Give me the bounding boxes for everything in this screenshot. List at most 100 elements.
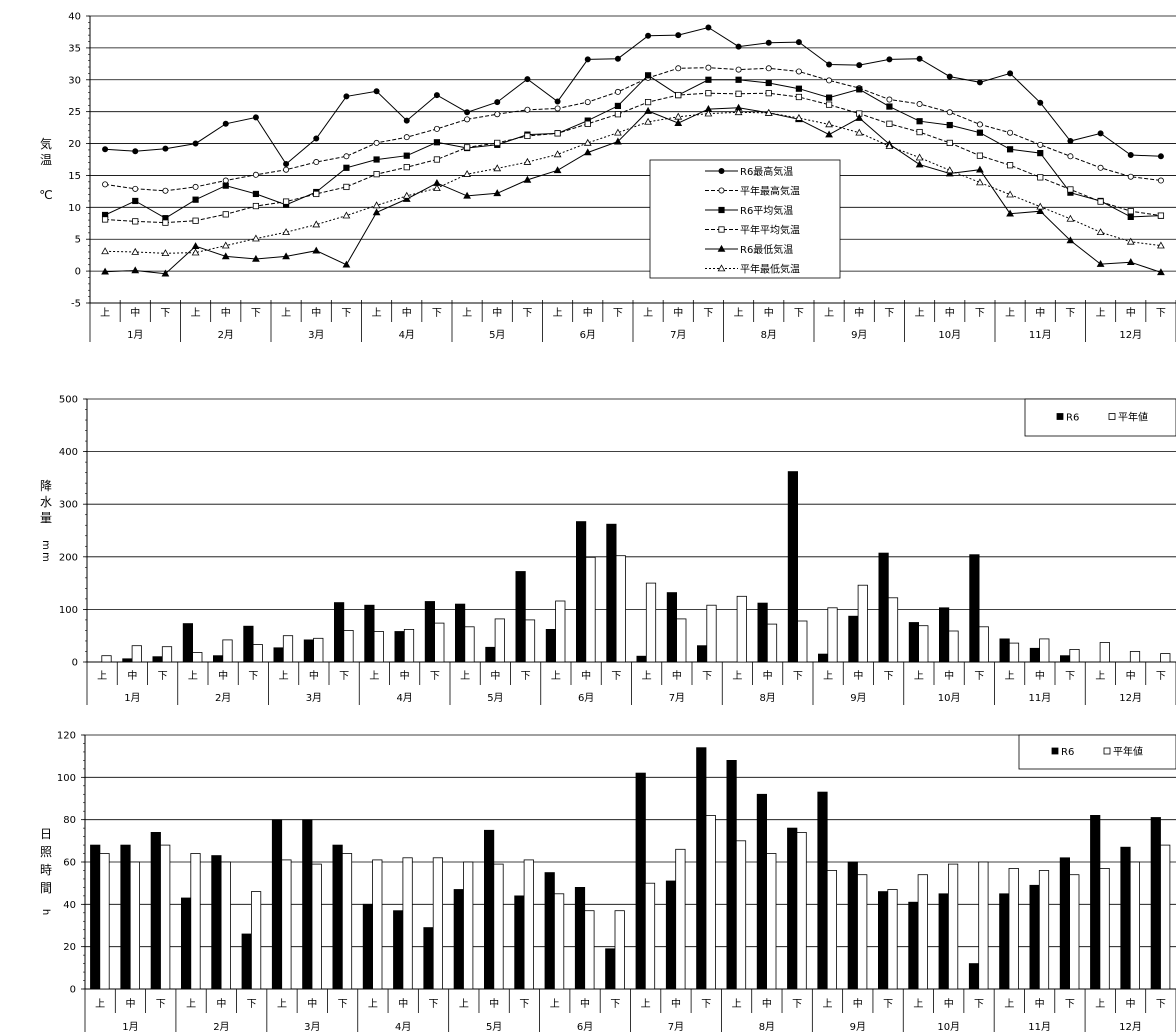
sunshine-bar-1-32 xyxy=(1069,874,1080,990)
sunshine-bar-1-21 xyxy=(735,840,747,990)
sunshine-dekad-label: 上 xyxy=(459,998,469,1010)
temp-ylabel-char: 温 xyxy=(40,153,52,167)
sunshine-bar-1-28 xyxy=(948,863,959,990)
precip-bar-0-25 xyxy=(848,615,859,663)
sunshine-bar-0-6 xyxy=(271,819,283,990)
temp-dekad-label: 中 xyxy=(764,306,774,319)
sunshine-dekad-label: 下 xyxy=(883,999,893,1010)
temp-dekad-label: 上 xyxy=(372,307,382,319)
temp-point-0-7 xyxy=(313,135,320,142)
sunshine-dekad-label: 中 xyxy=(853,997,863,1010)
precip-bar-0-32 xyxy=(1060,655,1071,663)
temp-point-3-33 xyxy=(1097,198,1104,205)
temp-point-5-30 xyxy=(1006,190,1014,198)
sunshine-bar-1-12 xyxy=(463,861,474,990)
temp-point-2-26 xyxy=(886,103,893,110)
temp-point-3-19 xyxy=(675,91,682,99)
sunshine-legend-swatch xyxy=(1103,747,1111,755)
temp-dekad-label: 上 xyxy=(100,307,110,319)
precip-dekad-label: 下 xyxy=(521,671,531,682)
precip-legend-swatch xyxy=(1108,413,1116,420)
precip-ylabel-char: 降 xyxy=(40,479,52,493)
temp-point-2-10 xyxy=(403,152,410,159)
temp-point-5-35 xyxy=(1157,241,1165,249)
precip-bar-0-19 xyxy=(666,592,678,663)
temp-point-0-19 xyxy=(675,32,682,39)
precip-bar-0-10 xyxy=(394,631,405,663)
temp-point-5-28 xyxy=(945,166,954,174)
temp-legend-marker xyxy=(718,226,725,233)
sunshine-ytick-label-4: 80 xyxy=(63,815,76,826)
sunshine-dekad-label: 下 xyxy=(429,999,439,1010)
temp-series-5 xyxy=(101,108,1165,257)
temp-point-0-31 xyxy=(1037,99,1044,106)
precip-month-label: 3月 xyxy=(306,692,322,704)
temp-point-3-16 xyxy=(584,120,591,127)
temp-point-4-35 xyxy=(1157,268,1165,276)
precip-bar-1-18 xyxy=(645,582,657,663)
precip-dekad-label: 中 xyxy=(127,669,137,682)
temp-point-3-24 xyxy=(825,101,833,108)
precip-ytick-label-3: 300 xyxy=(59,500,78,511)
sunshine-ylabel-char: 日 xyxy=(40,827,52,841)
temp-ytick-label-8: 35 xyxy=(68,43,81,54)
precip-bar-0-26 xyxy=(878,552,889,663)
temp-point-2-25 xyxy=(856,86,863,93)
temp-dekad-label: 上 xyxy=(1096,307,1106,319)
precip-legend-label: R6 xyxy=(1066,413,1079,424)
precip-dekad-label: 上 xyxy=(279,670,289,682)
precip-dekad-label: 上 xyxy=(1005,670,1015,682)
temp-point-5-20 xyxy=(704,109,713,117)
temp-point-3-12 xyxy=(463,144,471,151)
sunshine-bar-1-11 xyxy=(432,857,444,990)
precip-bar-1-8 xyxy=(343,630,354,663)
sunshine-bar-1-24 xyxy=(826,870,838,990)
temp-legend-box xyxy=(649,159,841,279)
temp-point-5-31 xyxy=(1036,202,1045,210)
sunshine-bar-0-27 xyxy=(908,901,919,990)
temp-point-3-32 xyxy=(1067,186,1074,193)
precip-dekad-label: 下 xyxy=(884,671,894,682)
sunshine-bar-0-29 xyxy=(968,963,980,990)
sunshine-dekad-label: 下 xyxy=(792,999,802,1010)
precip-bar-1-24 xyxy=(827,607,838,663)
precip-bar-1-0 xyxy=(101,655,112,663)
precip-yunit-char: m xyxy=(40,540,51,550)
sunshine-month-label: 8月 xyxy=(759,1021,775,1032)
temp-month-label: 4月 xyxy=(399,329,415,341)
temp-point-0-5 xyxy=(252,114,259,121)
precip-bar-1-4 xyxy=(222,639,233,663)
temp-point-5-11 xyxy=(433,184,441,191)
temp-point-5-14 xyxy=(523,157,532,165)
temp-point-5-24 xyxy=(825,120,833,128)
sunshine-bar-0-11 xyxy=(423,927,434,990)
precip-bar-1-25 xyxy=(857,584,868,663)
temp-point-1-11 xyxy=(433,125,440,132)
temp-point-2-1 xyxy=(132,197,139,205)
temp-point-5-34 xyxy=(1126,237,1135,245)
sunshine-month-label: 3月 xyxy=(304,1021,320,1032)
temp-point-5-4 xyxy=(221,241,230,249)
temp-point-5-15 xyxy=(553,150,562,158)
sunshine-bar-0-7 xyxy=(302,819,313,990)
temp-point-0-6 xyxy=(283,160,290,167)
temp-point-0-29 xyxy=(976,79,983,86)
temp-point-5-8 xyxy=(342,211,351,219)
precip-dekad-label: 中 xyxy=(1035,669,1045,682)
temp-legend-label: R6最高気温 xyxy=(740,165,793,178)
sunshine-bar-0-23 xyxy=(787,827,798,990)
temp-dekad-label: 下 xyxy=(522,308,532,319)
temp-series-line-3 xyxy=(105,92,1161,224)
precip-bar-1-28 xyxy=(948,630,959,663)
temp-point-3-27 xyxy=(916,128,923,136)
temp-point-1-28 xyxy=(946,109,953,116)
temp-point-5-29 xyxy=(976,178,984,186)
temp-series-0 xyxy=(102,24,1164,167)
precip-dekad-label: 中 xyxy=(1126,669,1136,682)
temp-point-4-8 xyxy=(342,260,351,268)
temp-point-0-32 xyxy=(1067,138,1074,145)
sunshine-ytick-label-2: 40 xyxy=(63,900,76,911)
temp-point-5-22 xyxy=(764,108,773,116)
temp-point-4-13 xyxy=(493,189,502,197)
